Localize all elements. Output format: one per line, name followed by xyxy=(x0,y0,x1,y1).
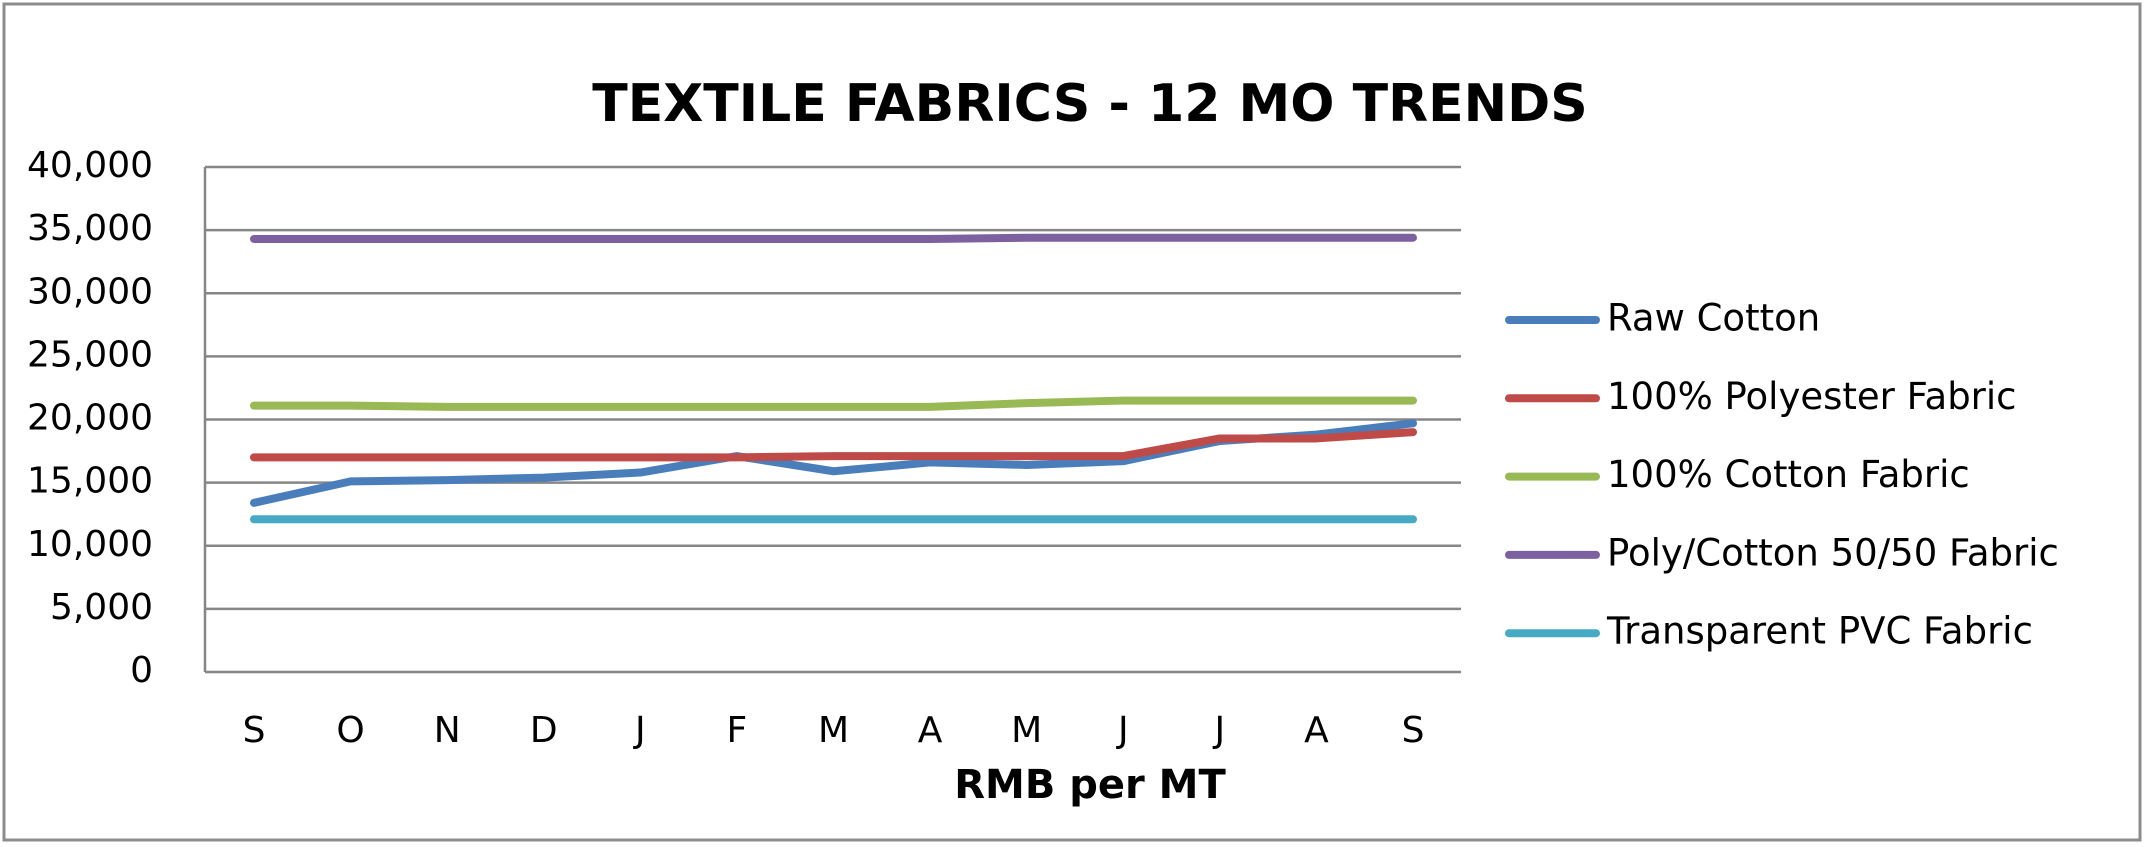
series-line xyxy=(250,428,1417,462)
y-tick-label: 15,000 xyxy=(27,461,153,502)
legend-label: 100% Cotton Fabric xyxy=(1607,453,1970,496)
x-tick-label: S xyxy=(243,710,266,751)
x-tick-label: O xyxy=(336,710,364,751)
y-tick-label: 0 xyxy=(130,650,153,691)
y-tick-label: 40,000 xyxy=(27,145,153,186)
x-axis-title: RMB per MT xyxy=(954,762,1226,808)
chart-title: TEXTILE FABRICS - 12 MO TRENDS xyxy=(592,74,1588,134)
legend-label: 100% Polyester Fabric xyxy=(1607,375,2017,418)
x-tick-label: A xyxy=(1304,710,1329,751)
x-tick-label: J xyxy=(1213,710,1226,751)
x-tick-label: A xyxy=(918,710,943,751)
series-line xyxy=(250,233,1417,243)
x-tick-label: F xyxy=(727,710,748,751)
x-tick-label: J xyxy=(1116,710,1129,751)
y-tick-label: 35,000 xyxy=(27,208,153,249)
legend-label: Poly/Cotton 50/50 Fabric xyxy=(1607,531,2059,574)
y-tick-label: 30,000 xyxy=(27,271,153,312)
x-tick-label: N xyxy=(434,710,461,751)
x-tick-label: S xyxy=(1402,710,1425,751)
x-tick-label: M xyxy=(1011,710,1042,751)
x-tick-label: J xyxy=(633,710,646,751)
series-line xyxy=(250,396,1417,411)
y-tick-label: 20,000 xyxy=(27,398,153,439)
x-tick-label: M xyxy=(818,710,849,751)
y-tick-label: 25,000 xyxy=(27,334,153,375)
legend-label: Transparent PVC Fabric xyxy=(1606,610,2033,653)
legend-label: Raw Cotton xyxy=(1607,297,1820,340)
x-tick-label: D xyxy=(530,710,558,751)
y-tick-label: 10,000 xyxy=(27,524,153,565)
y-tick-label: 5,000 xyxy=(50,587,153,628)
